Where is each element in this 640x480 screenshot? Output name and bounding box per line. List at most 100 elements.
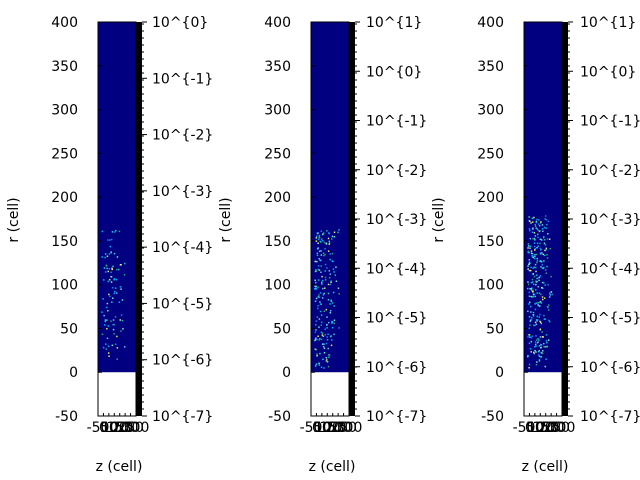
y-tick-label: 50 [60,321,78,337]
data-cell [529,324,531,326]
data-cell [327,365,330,368]
y-tick-label: 100 [51,278,78,294]
data-cell [327,292,330,295]
data-cell [535,319,538,321]
data-cell [321,332,324,334]
data-cell [535,283,537,286]
y-tick-label: 150 [477,234,504,250]
data-cell [318,339,320,341]
data-cell [320,321,323,324]
x-tick-label: 100 [527,420,554,436]
x-tick-label: 250 [330,420,357,436]
data-cell [547,284,549,286]
data-cell [540,344,543,346]
data-cell [328,321,330,324]
data-cell [531,255,534,258]
data-cell [531,335,534,337]
y-axis-title: r (cell) [6,197,22,242]
data-cell [101,230,104,233]
x-tick-label: 50 [100,420,118,436]
data-cell [330,344,333,347]
data-cell [537,302,540,304]
data-cell [116,335,118,338]
data-cell [535,363,538,366]
data-cell [541,261,543,263]
data-cell [120,330,122,332]
data-cell [528,291,530,294]
data-cell [532,311,535,314]
data-cell [328,232,330,235]
data-cell [110,238,113,241]
data-cell [546,265,548,268]
data-cell [537,350,540,353]
data-cell [101,333,104,335]
data-cell [322,287,324,290]
data-cell [318,326,320,328]
data-cell [315,348,317,351]
data-cell [324,276,327,279]
data-cell [532,314,535,316]
data-cell [533,324,535,327]
data-cell [529,262,531,264]
data-cell [528,342,531,344]
data-cell [327,347,329,350]
data-cell [536,361,538,363]
data-cell [122,328,124,330]
x-tick-label: 100 [101,420,128,436]
x-axis-title: z (cell) [522,459,569,475]
data-cell [541,331,543,333]
data-cell [530,222,532,224]
y-tick-label: 200 [51,190,78,206]
data-cell [535,339,538,341]
data-cell [533,216,535,219]
x-tick-label: 250 [543,420,570,436]
data-cell [536,320,538,322]
data-cell [337,287,340,289]
data-cell [108,253,111,255]
x-tick-label: -50 [300,420,323,436]
data-cell [315,269,317,271]
data-cell [316,248,319,250]
data-cell [326,316,328,318]
data-cell [314,339,316,342]
data-cell [113,252,116,255]
data-cell [537,233,539,236]
data-cell [527,265,529,267]
data-cell [530,336,532,339]
data-cell [103,279,105,281]
data-cell [541,228,544,230]
data-cell [539,336,542,338]
data-cell [315,320,318,322]
data-cell [332,260,334,263]
data-cell [544,269,547,271]
data-cell [529,336,531,338]
data-cell [527,287,529,290]
data-cell [316,235,318,237]
data-cell [318,318,321,320]
colorbar-tick-label: 10^{-2} [152,128,213,144]
data-cell [116,256,119,258]
data-cell [538,316,540,318]
data-cell [323,254,325,257]
data-cell [106,337,109,340]
data-cell [119,286,122,288]
data-cell [315,337,317,339]
data-cell [107,352,110,354]
data-cell [110,251,112,253]
data-cell [323,367,325,369]
colorbar-tick-label: 10^{-7} [580,409,640,425]
data-cell [318,294,320,296]
data-cell [321,297,324,299]
data-cell [530,250,533,252]
data-cell [110,271,112,273]
data-cell [546,238,549,240]
data-cell [537,304,540,307]
data-cell [322,345,325,348]
data-cell [327,283,330,286]
data-cell [536,342,539,344]
data-cell [530,252,533,255]
data-cell [317,265,320,267]
data-cell [530,266,532,269]
data-cell [548,319,550,322]
colorbar-tick-label: 10^{-5} [152,296,213,312]
